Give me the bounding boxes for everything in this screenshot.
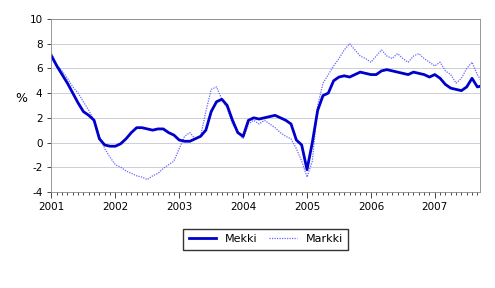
Markki xyxy=(342,48,347,52)
Mekki xyxy=(437,77,443,80)
Markki xyxy=(464,67,470,70)
Line: Markki: Markki xyxy=(51,44,495,179)
Mekki xyxy=(304,168,310,171)
Mekki xyxy=(49,54,54,58)
Mekki xyxy=(443,83,448,86)
Markki xyxy=(443,69,448,73)
Markki xyxy=(448,73,454,76)
Line: Mekki: Mekki xyxy=(51,56,495,170)
Mekki xyxy=(342,74,347,77)
Markki xyxy=(49,52,54,55)
Markki xyxy=(346,42,352,46)
Legend: Mekki, Markki: Mekki, Markki xyxy=(183,229,348,250)
Markki xyxy=(145,178,150,181)
Markki xyxy=(416,52,422,55)
Mekki xyxy=(410,70,416,74)
Y-axis label: %: % xyxy=(15,92,27,105)
Mekki xyxy=(432,73,438,76)
Mekki xyxy=(458,89,464,92)
Markki xyxy=(437,60,443,64)
